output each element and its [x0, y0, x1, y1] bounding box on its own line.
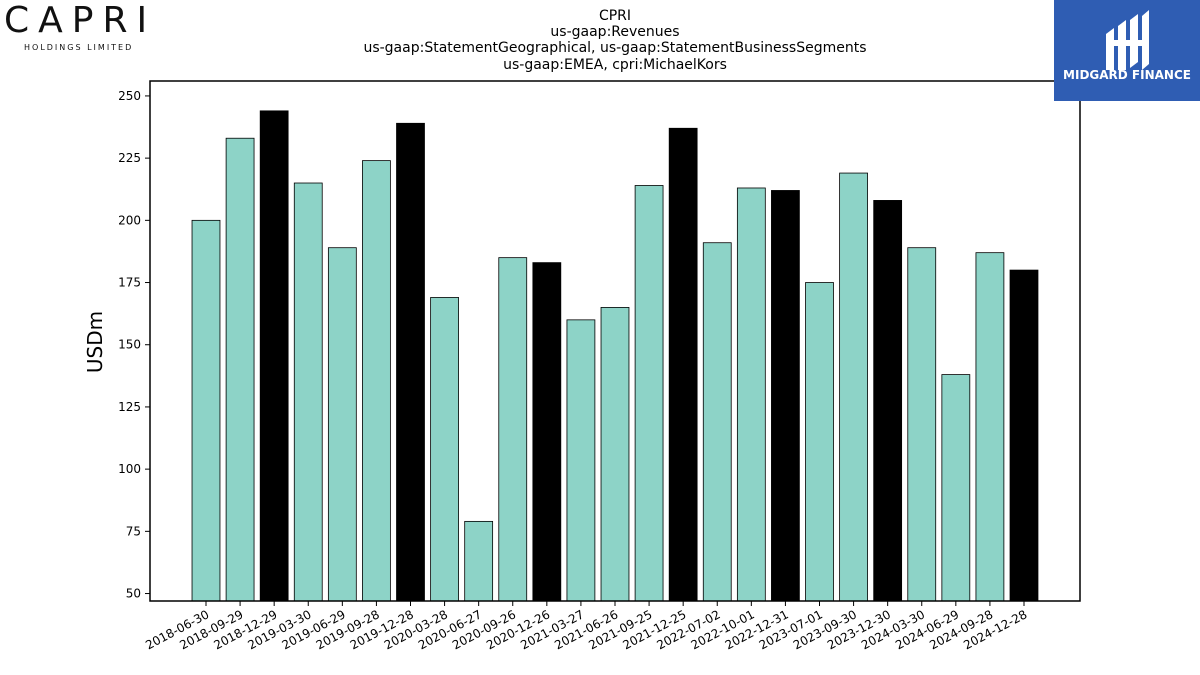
bar-2020-12-26: [532, 262, 562, 602]
bars-group: [191, 110, 1039, 602]
capri-wordmark: CAPRI: [4, 0, 157, 41]
bar-2019-12-28: [396, 122, 425, 602]
plot-frame: [149, 80, 1081, 602]
y-axis-label: USDm: [83, 311, 107, 373]
midgard-emblem-icon: [1106, 10, 1149, 70]
y-tick-label: 175: [118, 276, 141, 290]
bar-2021-09-25: [634, 185, 664, 602]
title-line-2: us-gaap:Revenues: [550, 24, 679, 40]
y-axis: 50 75 100 125 150 175 200 225 250: [118, 89, 150, 601]
midgard-finance-text: MIDGARD FINANCE: [1063, 68, 1191, 82]
y-tick-label: 200: [118, 213, 141, 227]
bar-2021-03-27: [566, 319, 596, 602]
bar-2020-09-26: [498, 257, 528, 602]
bar-2018-09-29: [225, 137, 255, 602]
bar-2024-09-28: [975, 252, 1005, 602]
bar-2018-12-29: [259, 110, 289, 602]
bar-2020-06-27: [464, 520, 494, 602]
bar-2024-12-28: [1009, 269, 1039, 602]
y-tick-label: 250: [118, 89, 141, 103]
bar-2022-12-31: [771, 190, 800, 602]
capri-subtitle: HOLDINGS LIMITED: [24, 43, 134, 52]
y-tick-label: 150: [118, 338, 141, 352]
bar-2023-12-30: [873, 200, 903, 602]
bar-2019-09-28: [362, 160, 391, 602]
y-tick-label: 100: [118, 462, 141, 476]
bar-2024-06-29: [941, 374, 971, 602]
x-axis: 2018-06-302018-09-292018-12-292019-03-30…: [143, 601, 1029, 652]
bar-2019-03-30: [293, 182, 323, 602]
y-tick-label: 50: [126, 587, 141, 601]
y-tick-label: 75: [126, 524, 141, 538]
midgard-finance-logo: MIDGARD FINANCE: [1054, 0, 1200, 101]
bar-2023-07-01: [805, 282, 834, 602]
bar-2018-06-30: [191, 219, 221, 602]
y-tick-label: 125: [118, 400, 141, 414]
bar-2019-06-29: [327, 247, 357, 602]
title-line-3: us-gaap:StatementGeographical, us-gaap:S…: [363, 40, 866, 56]
bar-2022-07-02: [702, 242, 732, 602]
bar-2021-06-26: [600, 307, 630, 602]
bar-2023-09-30: [839, 172, 868, 602]
bar-2024-03-30: [907, 247, 937, 602]
capri-logo: CAPRI HOLDINGS LIMITED: [4, 2, 154, 54]
bar-2021-12-25: [668, 127, 698, 602]
title-line-4: us-gaap:EMEA, cpri:MichaelKors: [503, 57, 727, 73]
chart-title: CPRI us-gaap:Revenues us-gaap:StatementG…: [363, 8, 866, 73]
title-line-1: CPRI: [599, 8, 631, 24]
bar-2022-10-01: [736, 187, 766, 602]
bar-2020-03-28: [430, 297, 459, 602]
y-tick-label: 225: [118, 151, 141, 165]
